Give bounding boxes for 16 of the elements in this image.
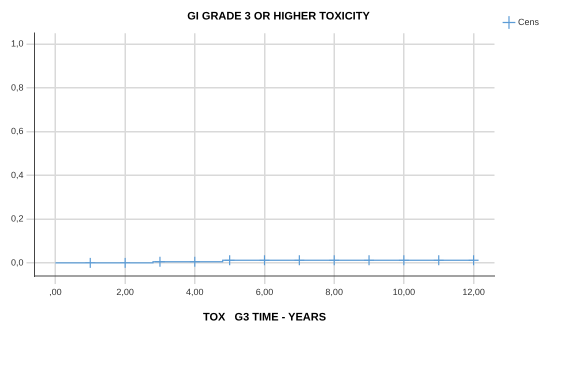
legend-label: Cens (518, 16, 540, 27)
y-tick-label: 0,2 (10, 214, 24, 224)
chart-title: GI GRADE 3 OR HIGHER TOXICITY (187, 10, 370, 23)
y-tick-label: 0,8 (10, 82, 24, 92)
x-axis-title: TOX G3 TIME - YEARS (202, 311, 326, 324)
y-tick-label: 0,4 (10, 170, 24, 180)
y-tick-label: 0,6 (10, 126, 24, 136)
y-tick-label: 1,0 (10, 38, 24, 49)
x-tick-label: 4,00 (186, 286, 204, 297)
x-tick-label: 6,00 (256, 286, 274, 297)
x-tick-label: 10,00 (392, 286, 416, 297)
x-tick-label: 2,00 (116, 286, 134, 297)
x-tick-label: ,00 (49, 286, 62, 297)
x-tick-label: 8,00 (325, 286, 343, 297)
x-tick-label: 12,00 (462, 286, 485, 297)
y-tick-label: 0,0 (10, 257, 24, 268)
